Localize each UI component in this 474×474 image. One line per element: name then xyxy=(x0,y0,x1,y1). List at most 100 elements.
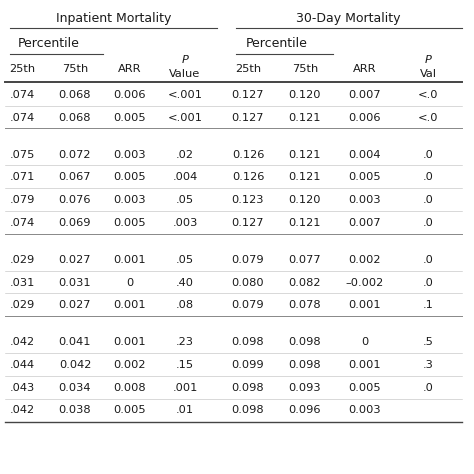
Text: 0.005: 0.005 xyxy=(349,383,381,393)
Text: 75th: 75th xyxy=(292,64,318,74)
Text: 0.005: 0.005 xyxy=(114,172,146,182)
Text: .0: .0 xyxy=(422,218,433,228)
Text: .001: .001 xyxy=(173,383,198,393)
Text: <.0: <.0 xyxy=(418,90,438,100)
Text: 0.126: 0.126 xyxy=(232,172,264,182)
Text: .071: .071 xyxy=(9,172,35,182)
Text: 0.042: 0.042 xyxy=(59,360,91,370)
Text: 0.005: 0.005 xyxy=(114,405,146,416)
Text: 0.082: 0.082 xyxy=(289,277,321,288)
Text: .042: .042 xyxy=(9,337,35,347)
Text: 0.003: 0.003 xyxy=(349,405,381,416)
Text: 30-Day Mortality: 30-Day Mortality xyxy=(296,11,400,25)
Text: ARR: ARR xyxy=(118,64,142,74)
Text: .044: .044 xyxy=(9,360,35,370)
Text: 0.005: 0.005 xyxy=(114,112,146,123)
Text: .02: .02 xyxy=(176,149,194,160)
Text: .15: .15 xyxy=(176,360,194,370)
Text: P: P xyxy=(425,55,431,65)
Text: 0.072: 0.072 xyxy=(59,149,91,160)
Text: 0.096: 0.096 xyxy=(289,405,321,416)
Text: 0.078: 0.078 xyxy=(289,300,321,310)
Text: Val: Val xyxy=(419,69,437,80)
Text: 0.007: 0.007 xyxy=(349,218,381,228)
Text: .0: .0 xyxy=(422,255,433,265)
Text: 0.098: 0.098 xyxy=(232,383,264,393)
Text: 0.068: 0.068 xyxy=(59,90,91,100)
Text: 0.007: 0.007 xyxy=(349,90,381,100)
Text: Percentile: Percentile xyxy=(18,37,80,50)
Text: .003: .003 xyxy=(173,218,198,228)
Text: Percentile: Percentile xyxy=(246,37,308,50)
Text: 0.001: 0.001 xyxy=(349,360,381,370)
Text: 0.126: 0.126 xyxy=(232,149,264,160)
Text: .074: .074 xyxy=(9,112,35,123)
Text: 0.001: 0.001 xyxy=(114,300,146,310)
Text: 0.093: 0.093 xyxy=(289,383,321,393)
Text: .5: .5 xyxy=(422,337,433,347)
Text: .043: .043 xyxy=(9,383,35,393)
Text: <.001: <.001 xyxy=(167,112,202,123)
Text: 0.003: 0.003 xyxy=(114,195,146,205)
Text: .05: .05 xyxy=(176,255,194,265)
Text: .074: .074 xyxy=(9,90,35,100)
Text: 25th: 25th xyxy=(235,64,261,74)
Text: 0.002: 0.002 xyxy=(349,255,381,265)
Text: .23: .23 xyxy=(176,337,194,347)
Text: 0.003: 0.003 xyxy=(349,195,381,205)
Text: 0.077: 0.077 xyxy=(289,255,321,265)
Text: Inpatient Mortality: Inpatient Mortality xyxy=(56,11,171,25)
Text: 0.041: 0.041 xyxy=(59,337,91,347)
Text: Value: Value xyxy=(169,69,201,80)
Text: 0: 0 xyxy=(361,337,369,347)
Text: 0.121: 0.121 xyxy=(289,112,321,123)
Text: 0.098: 0.098 xyxy=(289,337,321,347)
Text: 0.069: 0.069 xyxy=(59,218,91,228)
Text: 0.127: 0.127 xyxy=(232,112,264,123)
Text: 0.121: 0.121 xyxy=(289,149,321,160)
Text: 0.098: 0.098 xyxy=(289,360,321,370)
Text: .05: .05 xyxy=(176,195,194,205)
Text: .0: .0 xyxy=(422,277,433,288)
Text: 0.001: 0.001 xyxy=(114,337,146,347)
Text: .075: .075 xyxy=(9,149,35,160)
Text: 0.079: 0.079 xyxy=(232,300,264,310)
Text: 0.121: 0.121 xyxy=(289,218,321,228)
Text: 0.121: 0.121 xyxy=(289,172,321,182)
Text: .40: .40 xyxy=(176,277,194,288)
Text: .029: .029 xyxy=(9,300,35,310)
Text: 0.120: 0.120 xyxy=(289,195,321,205)
Text: .004: .004 xyxy=(173,172,198,182)
Text: 0.001: 0.001 xyxy=(114,255,146,265)
Text: .3: .3 xyxy=(422,360,433,370)
Text: 0.098: 0.098 xyxy=(232,405,264,416)
Text: .0: .0 xyxy=(422,172,433,182)
Text: 0.008: 0.008 xyxy=(114,383,146,393)
Text: 0.098: 0.098 xyxy=(232,337,264,347)
Text: 0.080: 0.080 xyxy=(232,277,264,288)
Text: 0.001: 0.001 xyxy=(349,300,381,310)
Text: P: P xyxy=(182,55,189,65)
Text: 0.067: 0.067 xyxy=(59,172,91,182)
Text: 0.079: 0.079 xyxy=(232,255,264,265)
Text: 0.003: 0.003 xyxy=(114,149,146,160)
Text: .042: .042 xyxy=(9,405,35,416)
Text: 0.002: 0.002 xyxy=(114,360,146,370)
Text: –0.002: –0.002 xyxy=(346,277,384,288)
Text: 0.120: 0.120 xyxy=(289,90,321,100)
Text: 0.031: 0.031 xyxy=(59,277,91,288)
Text: 0: 0 xyxy=(127,277,134,288)
Text: 0.076: 0.076 xyxy=(59,195,91,205)
Text: .0: .0 xyxy=(422,149,433,160)
Text: 0.027: 0.027 xyxy=(59,300,91,310)
Text: .1: .1 xyxy=(422,300,433,310)
Text: 25th: 25th xyxy=(9,64,35,74)
Text: 75th: 75th xyxy=(62,64,88,74)
Text: 0.027: 0.027 xyxy=(59,255,91,265)
Text: .079: .079 xyxy=(9,195,35,205)
Text: 0.006: 0.006 xyxy=(114,90,146,100)
Text: .029: .029 xyxy=(9,255,35,265)
Text: 0.005: 0.005 xyxy=(349,172,381,182)
Text: ARR: ARR xyxy=(353,64,377,74)
Text: 0.123: 0.123 xyxy=(232,195,264,205)
